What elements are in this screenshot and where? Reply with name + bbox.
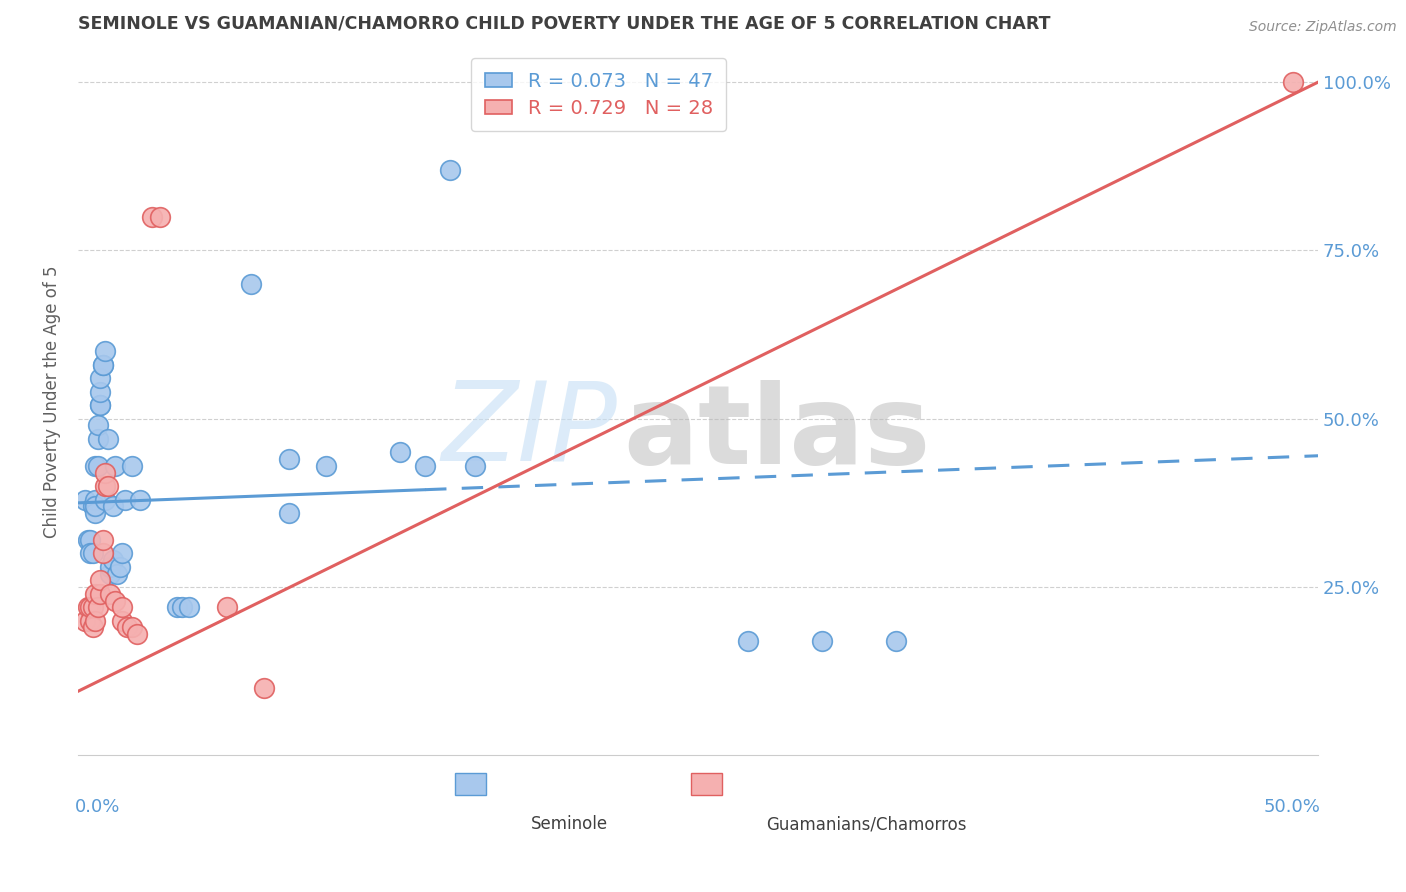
Point	[179, 600, 201, 615]
Point	[94, 492, 117, 507]
Text: SEMINOLE VS GUAMANIAN/CHAMORRO CHILD POVERTY UNDER THE AGE OF 5 CORRELATION CHAR: SEMINOLE VS GUAMANIAN/CHAMORRO CHILD POV…	[77, 15, 1050, 33]
Point	[75, 614, 97, 628]
Text: ZIP: ZIP	[441, 376, 617, 483]
Point	[128, 492, 150, 507]
Point	[117, 620, 139, 634]
Point	[98, 587, 121, 601]
Point	[79, 614, 101, 628]
Point	[91, 533, 114, 547]
Point	[240, 277, 263, 291]
Text: 0.0%: 0.0%	[76, 797, 121, 816]
Point	[811, 633, 834, 648]
Point	[1282, 75, 1305, 89]
Point	[277, 452, 299, 467]
Point	[82, 620, 104, 634]
Point	[439, 162, 461, 177]
Point	[94, 466, 117, 480]
Point	[84, 506, 107, 520]
Point	[101, 553, 124, 567]
Point	[84, 614, 107, 628]
Point	[253, 681, 276, 695]
Point	[82, 546, 104, 560]
Point	[89, 398, 111, 412]
Text: 50.0%: 50.0%	[1264, 797, 1320, 816]
Text: Source: ZipAtlas.com: Source: ZipAtlas.com	[1249, 20, 1396, 34]
Point	[76, 533, 98, 547]
Point	[94, 479, 117, 493]
Point	[114, 492, 136, 507]
Text: Seminole: Seminole	[530, 815, 607, 833]
Point	[737, 633, 759, 648]
Point	[89, 574, 111, 588]
Point	[89, 398, 111, 412]
Point	[79, 600, 101, 615]
Point	[277, 506, 299, 520]
Point	[413, 458, 436, 473]
Point	[89, 371, 111, 385]
Point	[104, 458, 127, 473]
Y-axis label: Child Poverty Under the Age of 5: Child Poverty Under the Age of 5	[44, 266, 60, 538]
Point	[86, 600, 108, 615]
Point	[94, 344, 117, 359]
Point	[127, 627, 149, 641]
Point	[76, 600, 98, 615]
Point	[84, 500, 107, 514]
Point	[149, 210, 172, 224]
Point	[98, 559, 121, 574]
Point	[82, 600, 104, 615]
Point	[215, 600, 238, 615]
Point	[86, 418, 108, 433]
Point	[98, 566, 121, 581]
Text: atlas: atlas	[623, 380, 931, 487]
Point	[86, 458, 108, 473]
Point	[886, 633, 908, 648]
Point	[84, 492, 107, 507]
Point	[84, 587, 107, 601]
Text: Guamanians/Chamorros: Guamanians/Chamorros	[766, 815, 967, 833]
Legend: R = 0.073   N = 47, R = 0.729   N = 28: R = 0.073 N = 47, R = 0.729 N = 28	[471, 58, 727, 131]
Point	[101, 500, 124, 514]
Point	[75, 492, 97, 507]
Point	[121, 620, 143, 634]
Point	[86, 432, 108, 446]
Point	[315, 458, 337, 473]
Point	[389, 445, 412, 459]
Point	[170, 600, 193, 615]
Point	[84, 458, 107, 473]
Point	[108, 559, 131, 574]
Point	[89, 587, 111, 601]
Point	[91, 358, 114, 372]
Point	[107, 566, 129, 581]
Point	[96, 432, 118, 446]
Point	[111, 614, 134, 628]
Point	[89, 384, 111, 399]
Point	[121, 458, 143, 473]
Point	[96, 479, 118, 493]
Point	[166, 600, 188, 615]
Point	[79, 546, 101, 560]
Point	[79, 533, 101, 547]
Point	[111, 600, 134, 615]
Point	[91, 358, 114, 372]
Point	[141, 210, 163, 224]
Point	[111, 546, 134, 560]
Point	[82, 500, 104, 514]
Point	[464, 458, 486, 473]
Point	[91, 546, 114, 560]
Point	[104, 593, 127, 607]
